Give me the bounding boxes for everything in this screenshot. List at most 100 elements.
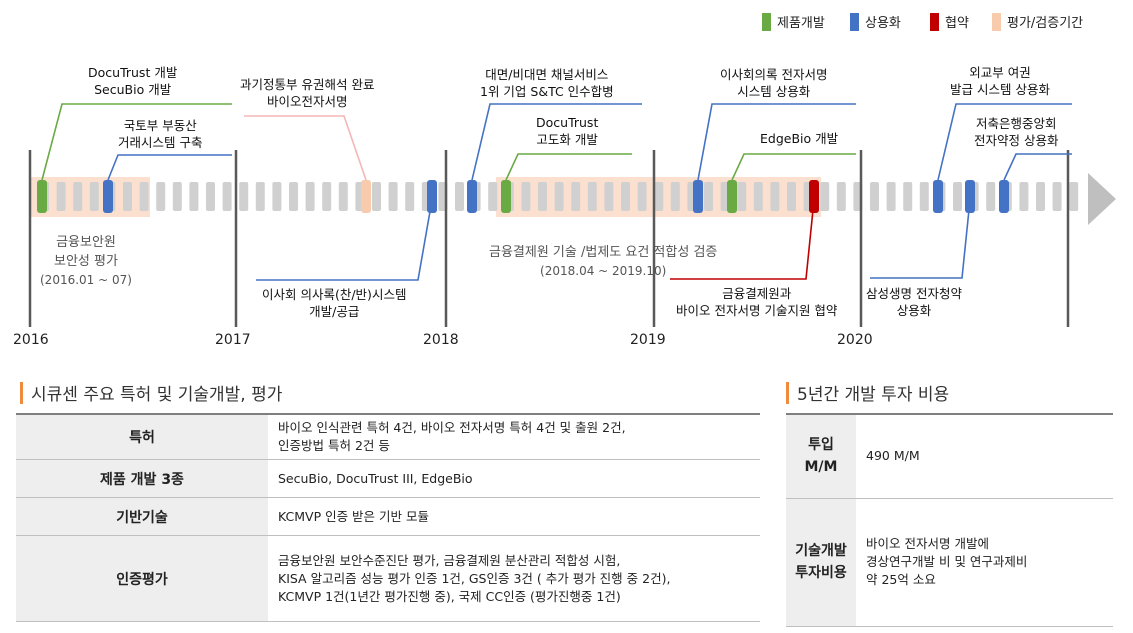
connector-docutrust-upgrade: [505, 153, 632, 181]
section-title-text: 5년간 개발 투자 비용: [797, 385, 950, 405]
year-label: 2016: [13, 332, 49, 348]
event-marker-product-dev: [37, 180, 47, 213]
row-value-line: 인증방법 특허 2건 등: [278, 438, 390, 453]
month-tick: [870, 182, 879, 211]
row-key-line: 투자비용: [795, 565, 847, 581]
legend-swatch: [762, 12, 771, 31]
connector-mltm-realestate: [107, 154, 232, 181]
annotation-stc-acquisition: 대면/비대면 채널서비스 1위 기업 S&TC 인수합병: [480, 66, 614, 100]
legend-label: 협약: [945, 16, 969, 31]
month-tick: [571, 182, 581, 211]
row-key: 인증평가: [16, 535, 268, 622]
period-label-kftc-verification: 금융결제원 기술 /법제도 요건 적합성 검증 (2018.04 ~ 2019.…: [489, 243, 717, 281]
annotation-edgebio: EdgeBio 개발: [760, 130, 838, 147]
event-marker-commercialization: [965, 180, 975, 213]
month-tick: [1069, 182, 1079, 211]
annotation-line: 거래시스템 구축: [118, 135, 203, 150]
period-date-range: (2018.04 ~ 2019.10): [540, 264, 667, 278]
annotation-line: 상용화: [896, 303, 932, 318]
month-tick: [388, 182, 398, 211]
annotation-line: 이사회의록 전자서명: [720, 67, 828, 82]
connector-docutrust-secubio: [41, 103, 232, 181]
row-value-line: 약 25억 소요: [866, 572, 936, 587]
section-accent-bar: [20, 381, 23, 404]
annotation-line: 바이오 전자서명 기술지원 협약: [676, 303, 838, 318]
period-line: 보안성 평가: [54, 254, 118, 269]
month-tick: [488, 182, 498, 211]
event-marker-agreement: [809, 180, 819, 213]
annotation-line: 고도화 개발: [536, 132, 598, 147]
annotation-line: 과기정통부 유권해석 완료: [240, 77, 375, 92]
annotation-mofa-passport: 외교부 여권 발급 시스템 상용화: [950, 64, 1050, 98]
month-tick: [255, 182, 265, 211]
event-marker-commercialization: [103, 180, 113, 213]
annotation-line: SecuBio 개발: [94, 82, 172, 97]
annotation-line: 바이오전자서명: [266, 94, 348, 109]
month-tick: [73, 182, 83, 211]
event-marker-commercialization: [933, 180, 943, 213]
legend-label: 제품개발: [777, 16, 825, 31]
table-row: 투입 M/M 490 M/M: [786, 414, 1113, 498]
annotation-line: DocuTrust 개발: [88, 65, 178, 80]
month-tick: [322, 182, 332, 211]
row-value-line: 경상연구개발 비 및 연구과제비: [866, 554, 1028, 569]
annotation-line: 이사회 의사록(찬/반)시스템: [262, 287, 407, 302]
row-value: 금융보안원 보안수준진단 평가, 금융결제원 분산관리 적합성 시험, KISA…: [268, 536, 760, 622]
legend-item-commercialization: 상용화: [850, 12, 901, 31]
month-tick: [704, 182, 713, 211]
legend-item-evaluation-period: 평가/검증기간: [992, 12, 1083, 31]
year-label: 2019: [630, 332, 666, 348]
annotation-board-minutes-system: 이사회 의사록(찬/반)시스템 개발/공급: [262, 286, 406, 320]
table-row: 제품 개발 3종 SecuBio, DocuTrust III, EdgeBio: [16, 459, 760, 498]
legend-label: 평가/검증기간: [1007, 16, 1084, 31]
connector-msit-interpretation: [244, 115, 367, 181]
month-tick: [621, 182, 630, 211]
connector-board-esign: [697, 103, 856, 181]
month-tick: [1052, 182, 1062, 211]
annotation-board-esign: 이사회의록 전자서명 시스템 상용화: [720, 66, 827, 100]
row-key: 투입 M/M: [786, 414, 856, 498]
month-tick: [737, 182, 747, 211]
month-tick: [156, 182, 166, 211]
month-tick: [836, 182, 846, 211]
month-tick: [239, 182, 249, 211]
legend-swatch: [930, 12, 939, 31]
annotation-line: 국토부 부동산: [123, 118, 197, 133]
row-value-line: 490 M/M: [866, 448, 920, 464]
section-accent-bar: [786, 381, 789, 404]
legend-swatch: [850, 12, 859, 31]
month-tick: [139, 182, 149, 211]
annotation-docutrust-upgrade: DocuTrust 고도화 개발: [536, 114, 598, 148]
timeline: [28, 103, 1116, 327]
month-tick: [405, 182, 415, 211]
annotation-line: 저축은행중앙회: [975, 116, 1057, 131]
month-tick: [1019, 182, 1029, 211]
month-tick: [1036, 182, 1045, 211]
month-tick: [903, 182, 913, 211]
month-tick: [372, 182, 381, 211]
annotation-line: 시스템 상용화: [737, 84, 811, 99]
period-date-range: (2016.01 ~ 07): [40, 273, 132, 287]
section-title-patents: 시큐센 주요 특허 및 기술개발, 평가: [20, 380, 282, 405]
connector-fsb-econtract: [1003, 153, 1072, 181]
year-label: 2017: [215, 332, 251, 348]
timeline-ticks: [40, 182, 1079, 211]
table-row: 특허 바이오 인식관련 특허 4건, 바이오 전자서명 특허 4건 및 출원 2…: [16, 414, 760, 460]
annotation-mltm-realestate: 국토부 부동산 거래시스템 구축: [118, 117, 202, 151]
investment-table: 투입 M/M 490 M/M 기술개발 투자비용 바이오 전자서명 개발에 경상…: [786, 413, 1113, 627]
connector-edgebio: [731, 153, 856, 181]
annotation-docutrust-secubio: DocuTrust 개발 SecuBio 개발: [88, 64, 177, 98]
legend-item-agreement: 협약: [930, 12, 969, 31]
annotation-line: 발급 시스템 상용화: [950, 82, 1050, 97]
month-tick: [886, 182, 896, 211]
connector-mofa-passport: [937, 103, 1072, 181]
row-value: 바이오 전자서명 개발에 경상연구개발 비 및 연구과제비 약 25억 소요: [856, 498, 1113, 626]
month-tick: [919, 182, 929, 211]
annotation-line: 삼성생명 전자청약: [866, 286, 962, 301]
month-tick: [56, 182, 66, 211]
row-key: 특허: [16, 414, 268, 460]
row-value-line: SecuBio, DocuTrust III, EdgeBio: [278, 470, 473, 486]
row-key: 기술개발 투자비용: [786, 498, 856, 626]
month-tick: [637, 182, 647, 211]
event-marker-product-dev: [727, 180, 737, 213]
